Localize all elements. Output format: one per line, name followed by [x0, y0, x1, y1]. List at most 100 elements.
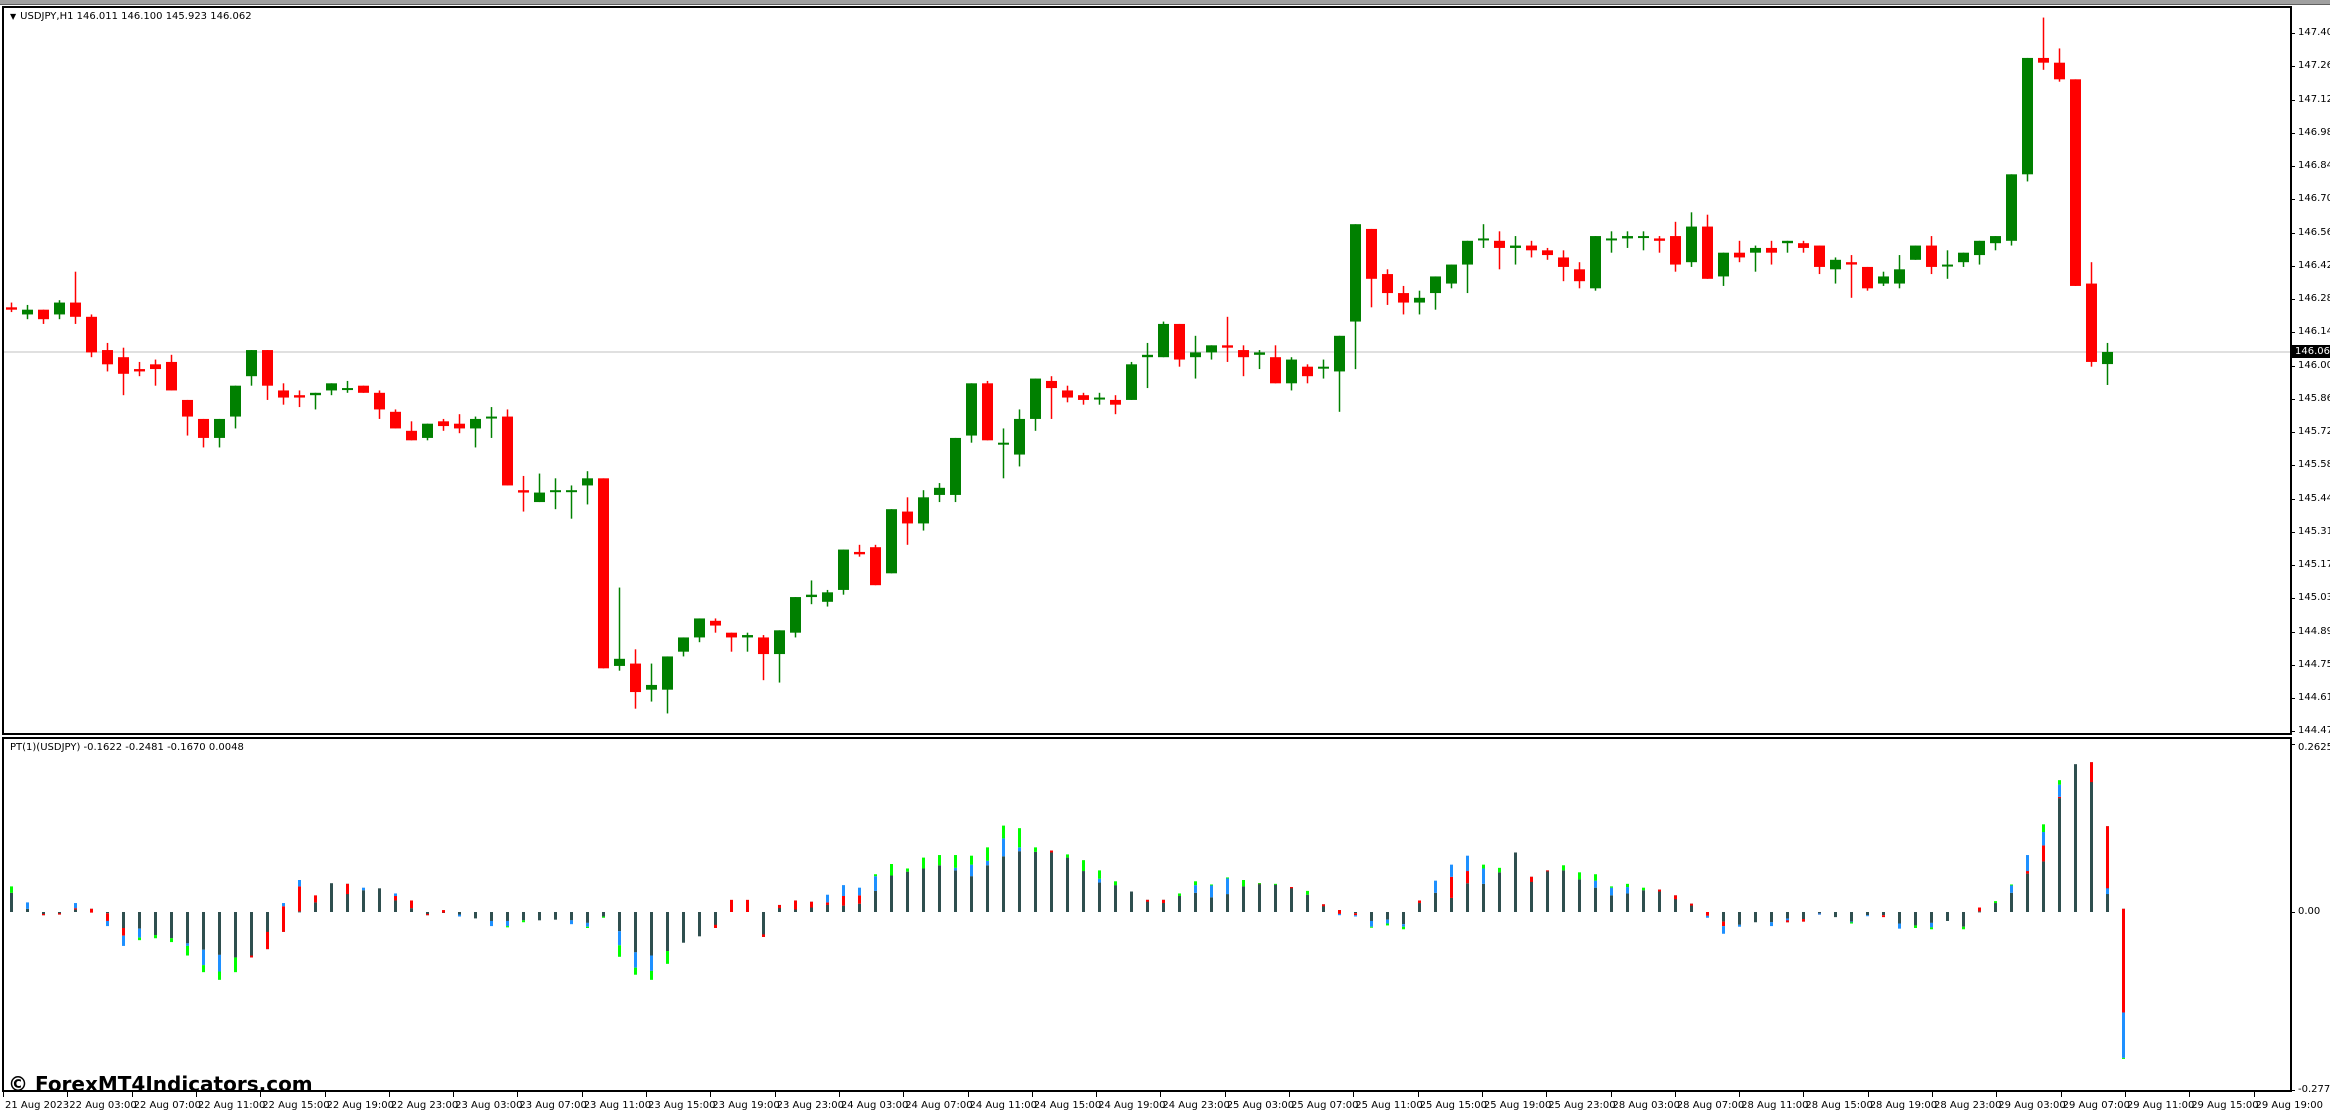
time-axis-label: 28 Aug 11:00	[1741, 1100, 1809, 1111]
time-axis-label: 28 Aug 07:00	[1676, 1100, 1745, 1111]
price-axis-label: 145.030	[2298, 592, 2330, 604]
time-axis-label: 25 Aug 11:00	[1355, 1100, 1423, 1111]
time-axis-label: 28 Aug 23:00	[1934, 1100, 2002, 1111]
time-axis-tick	[2253, 1092, 2255, 1097]
price-axis-tick	[2290, 631, 2295, 633]
time-axis-tick	[67, 1092, 69, 1097]
time-axis-tick	[453, 1092, 455, 1097]
time-axis-label: 22 Aug 23:00	[390, 1100, 459, 1111]
time-axis-label: 24 Aug 23:00	[1162, 1100, 1230, 1111]
collapse-triangle-icon[interactable]: ▼	[10, 12, 17, 21]
price-axis-label: 145.865	[2298, 392, 2330, 404]
price-axis-label: 146.705	[2298, 193, 2330, 205]
time-axis-tick	[774, 1092, 776, 1097]
time-axis-label: 25 Aug 07:00	[1291, 1100, 1359, 1111]
indicator-axis-tick	[2290, 912, 2295, 913]
time-axis-label: 24 Aug 07:00	[905, 1100, 973, 1111]
time-axis-tick	[195, 1092, 197, 1097]
time-axis-label: 29 Aug 11:00	[2126, 1100, 2195, 1111]
time-axis-tick	[1224, 1092, 1226, 1097]
time-axis-tick	[967, 1092, 969, 1097]
indicator-axis-tick	[2290, 744, 2295, 745]
price-axis-label: 146.145	[2298, 326, 2330, 338]
current-price-label: 146.062	[2292, 344, 2330, 358]
time-axis-label: 21 Aug 2023	[5, 1100, 70, 1111]
time-axis-label: 23 Aug 15:00	[648, 1100, 716, 1111]
time-axis-label: 22 Aug 19:00	[326, 1100, 394, 1111]
price-axis-label: 147.265	[2298, 60, 2330, 72]
price-axis-label: 144.890	[2298, 625, 2330, 637]
price-axis-label: 145.585	[2298, 459, 2330, 471]
time-axis-tick	[260, 1092, 262, 1097]
price-axis-label: 146.425	[2298, 259, 2330, 271]
price-axis-label: 146.005	[2298, 359, 2330, 371]
time-axis-label: 24 Aug 11:00	[969, 1100, 1037, 1111]
price-axis-tick	[2290, 731, 2295, 733]
time-axis-tick	[1353, 1092, 1355, 1097]
price-axis-label: 146.285	[2298, 293, 2330, 304]
price-axis-tick	[2290, 365, 2295, 367]
price-axis-tick	[2290, 664, 2295, 666]
price-axis-label: 144.610	[2298, 692, 2330, 703]
price-axis-tick	[2290, 698, 2295, 699]
price-axis-label: 145.725	[2298, 426, 2330, 437]
time-axis-label: 22 Aug 11:00	[197, 1100, 266, 1111]
time-axis-label: 23 Aug 19:00	[712, 1100, 780, 1111]
watermark: © ForexMT4Indicators.com	[8, 1072, 313, 1096]
price-axis-tick	[2290, 265, 2295, 267]
price-axis-label: 145.170	[2298, 559, 2330, 570]
time-axis-tick	[131, 1092, 133, 1097]
price-axis-tick	[2290, 498, 2295, 500]
time-axis-tick	[1417, 1092, 1419, 1097]
time-axis-tick	[1031, 1092, 1033, 1097]
indicator-title: PT(1)(USDJPY) -0.1622 -0.2481 -0.1670 0.…	[10, 742, 244, 753]
price-axis-tick	[2290, 565, 2295, 566]
price-axis-tick	[2290, 465, 2295, 467]
price-axis-label: 144.470	[2298, 725, 2330, 737]
time-axis-label: 22 Aug 07:00	[133, 1100, 202, 1111]
price-axis-tick	[2290, 199, 2295, 201]
price-axis-tick	[2290, 299, 2295, 300]
price-axis-tick	[2290, 66, 2295, 68]
price-axis-tick	[2290, 166, 2295, 167]
time-axis-label: 29 Aug 07:00	[2062, 1100, 2131, 1111]
time-axis-tick	[1289, 1092, 1290, 1097]
time-axis-tick	[581, 1092, 583, 1097]
time-axis-tick	[1932, 1092, 1933, 1097]
price-axis-label: 146.845	[2298, 160, 2330, 171]
time-axis-tick	[710, 1092, 712, 1097]
time-axis-tick	[1674, 1092, 1676, 1097]
time-axis-label: 24 Aug 15:00	[1033, 1100, 1102, 1111]
time-axis-tick	[324, 1092, 326, 1097]
time-axis-label: 22 Aug 15:00	[262, 1100, 330, 1111]
time-axis-label: 29 Aug 15:00	[2191, 1100, 2259, 1111]
price-axis-tick	[2290, 432, 2295, 433]
price-axis-tick	[2290, 232, 2295, 234]
window-top-border	[0, 0, 2330, 5]
time-axis-tick	[1739, 1092, 1741, 1097]
time-axis-tick	[1867, 1092, 1869, 1097]
time-axis-tick	[1546, 1092, 1548, 1097]
time-axis-label: 29 Aug 19:00	[2255, 1100, 2323, 1111]
price-axis-label: 146.565	[2298, 226, 2330, 238]
time-axis-label: 24 Aug 19:00	[1098, 1100, 1166, 1111]
price-axis-label: 145.445	[2298, 492, 2330, 504]
price-chart-panel[interactable]: ▼ USDJPY,H1 146.011 146.100 145.923 146.0…	[2, 6, 2292, 735]
time-axis-tick	[1160, 1092, 1162, 1097]
time-axis-label: 23 Aug 07:00	[519, 1100, 587, 1111]
time-axis-label: 28 Aug 03:00	[1612, 1100, 1680, 1111]
indicator-axis-tick	[2290, 1090, 2295, 1091]
time-axis-tick	[388, 1092, 390, 1097]
time-axis-tick	[838, 1092, 840, 1097]
indicator-axis-label: 0.2625	[2298, 742, 2330, 753]
price-axis-label: 146.985	[2298, 126, 2330, 138]
symbol-ohlc-label: USDJPY,H1 146.011 146.100 145.923 146.06…	[20, 11, 252, 22]
price-axis-tick	[2290, 598, 2295, 600]
time-axis-tick	[903, 1092, 905, 1097]
indicator-panel[interactable]: PT(1)(USDJPY) -0.1622 -0.2481 -0.1670 0.…	[2, 737, 2292, 1092]
candlestick-chart	[4, 17, 2290, 714]
time-axis-tick	[1803, 1092, 1805, 1097]
time-axis-tick	[1996, 1092, 1998, 1097]
time-axis-tick	[1481, 1092, 1483, 1097]
indicator-histogram	[10, 762, 2125, 1059]
